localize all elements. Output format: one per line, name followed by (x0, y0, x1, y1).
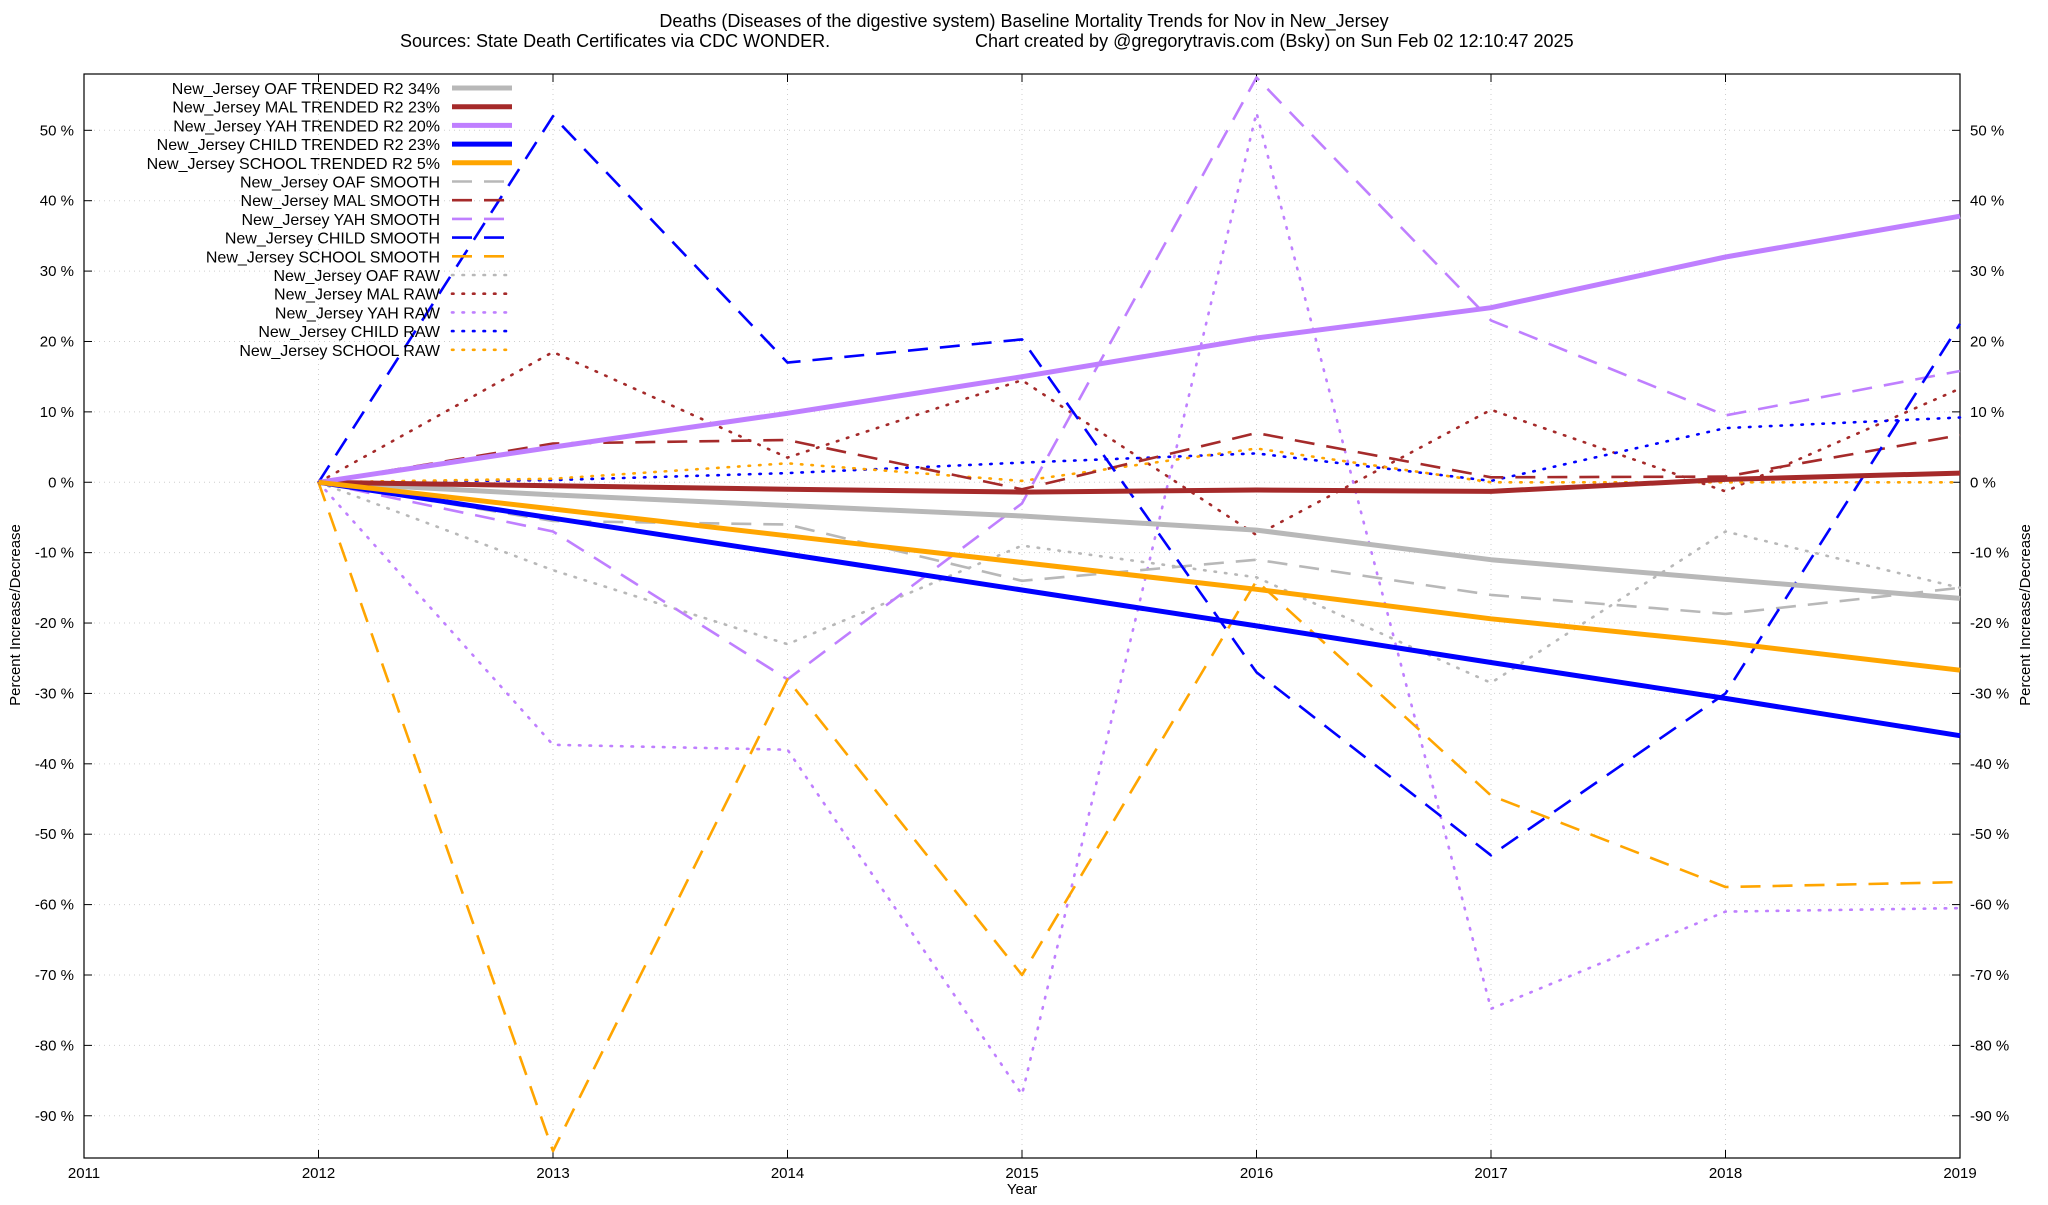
legend-entry-label: New_Jersey MAL SMOOTH (241, 193, 440, 210)
series-line-smooth (317, 481, 1961, 1153)
x-tick-label: 2011 (68, 1165, 100, 1182)
chart-subtitle-sources: Sources: State Death Certificates via CD… (400, 31, 830, 51)
y-tick-label-right: 50 % (1970, 122, 2004, 139)
legend-entry-label: New_Jersey OAF TRENDED R2 34% (172, 81, 440, 98)
y-tick-label-right: -10 % (1970, 545, 2009, 562)
series-line-raw (317, 447, 1962, 484)
series-lines (317, 76, 1962, 1153)
y-tick-label-right: -20 % (1970, 615, 2009, 632)
legend-entry-label: New_Jersey YAH SMOOTH (241, 212, 440, 229)
y-tick-label-left: -20 % (35, 615, 74, 632)
series-line-trend (318, 470, 1961, 495)
chart-title: Deaths (Diseases of the digestive system… (659, 11, 1388, 32)
legend-entry-label: New_Jersey SCHOOL TRENDED R2 5% (147, 156, 440, 173)
chart-subtitle-credit: Chart created by @gregorytravis.com (Bsk… (975, 31, 1574, 51)
series-line-smooth (317, 114, 1962, 857)
y-tick-label-left: -90 % (35, 1108, 74, 1125)
y-tick-label-left: -80 % (35, 1037, 74, 1054)
y-tick-label-right: -60 % (1970, 897, 2009, 914)
x-tick-label: 2016 (1240, 1165, 1273, 1182)
y-tick-label-right: -50 % (1970, 826, 2009, 843)
legend-entry-label: New_Jersey MAL TRENDED R2 23% (172, 100, 440, 117)
legend-entry-label: New_Jersey YAH RAW (275, 305, 441, 322)
y-tick-label-right: 10 % (1970, 404, 2004, 421)
x-tick-label: 2014 (771, 1165, 804, 1182)
legend: New_Jersey OAF TRENDED R2 34% New_Jersey … (147, 81, 514, 360)
series-line-smooth (318, 76, 1961, 681)
legend-entry-label: New_Jersey YAH TRENDED R2 20% (173, 118, 440, 135)
y-axis-label: Percent Increase/Decrease (7, 524, 24, 706)
legend-entry-label: New_Jersey OAF SMOOTH (240, 175, 440, 192)
y-tick-label-left: -30 % (35, 685, 74, 702)
series-line-smooth (318, 481, 1961, 616)
x-tick-label: 2019 (1943, 1165, 1976, 1182)
y-tick-label-left: 30 % (40, 263, 74, 280)
series-line-trend (318, 213, 1961, 485)
y-tick-label-left: 10 % (40, 404, 74, 421)
axis-ticks: 2011 2012 2013 2014 2015 2016 2017 2018 2019 50 %… (35, 74, 2009, 1182)
y-tick-label-left: 50 % (40, 122, 74, 139)
y-tick-label-right: -80 % (1970, 1037, 2009, 1054)
y-tick-label-left: -40 % (35, 756, 74, 773)
y-tick-label-left: -70 % (35, 967, 74, 984)
y-tick-label-right: -90 % (1970, 1108, 2009, 1125)
y-tick-label-right: 40 % (1970, 193, 2004, 210)
legend-entry-label: New_Jersey MAL RAW (274, 287, 441, 304)
legend-entry-label: New_Jersey SCHOOL RAW (239, 343, 441, 360)
legend-entry-label: New_Jersey CHILD SMOOTH (225, 231, 440, 248)
legend-entry-label: New_Jersey OAF RAW (273, 268, 440, 285)
y-tick-label-right: -30 % (1970, 685, 2009, 702)
x-tick-label: 2018 (1709, 1165, 1742, 1182)
x-tick-label: 2013 (536, 1165, 569, 1182)
y-tick-label-right: 30 % (1970, 263, 2004, 280)
y-tick-label-left: 40 % (40, 193, 74, 210)
y2-axis-label: Percent Increase/Decrease (2017, 524, 2034, 706)
y-tick-label-right: 0 % (1970, 474, 1996, 491)
x-tick-label: 2017 (1474, 1165, 1507, 1182)
legend-entry-label: New_Jersey SCHOOL SMOOTH (206, 249, 440, 266)
series-line-smooth (318, 431, 1961, 491)
y-tick-label-right: -70 % (1970, 967, 2009, 984)
y-tick-label-right: -40 % (1970, 756, 2009, 773)
series-line-raw (317, 416, 1962, 484)
x-axis-label: Year (1007, 1181, 1037, 1198)
y-tick-label-left: -60 % (35, 897, 74, 914)
y-tick-label-left: -50 % (35, 826, 74, 843)
y-tick-label-left: -10 % (35, 545, 74, 562)
x-tick-label: 2015 (1005, 1165, 1038, 1182)
legend-entry-label: New_Jersey CHILD RAW (258, 324, 441, 341)
series-line-raw (317, 111, 1962, 1096)
y-tick-label-left: 20 % (40, 333, 74, 350)
series-line-trend (318, 479, 1961, 739)
y-tick-label-left: 0 % (48, 474, 74, 491)
legend-entry-label: New_Jersey CHILD TRENDED R2 23% (157, 137, 440, 154)
series-line-trend (318, 479, 1961, 673)
x-tick-label: 2012 (302, 1165, 335, 1182)
series-line-trend (318, 479, 1961, 601)
y-tick-label-right: 20 % (1970, 333, 2004, 350)
